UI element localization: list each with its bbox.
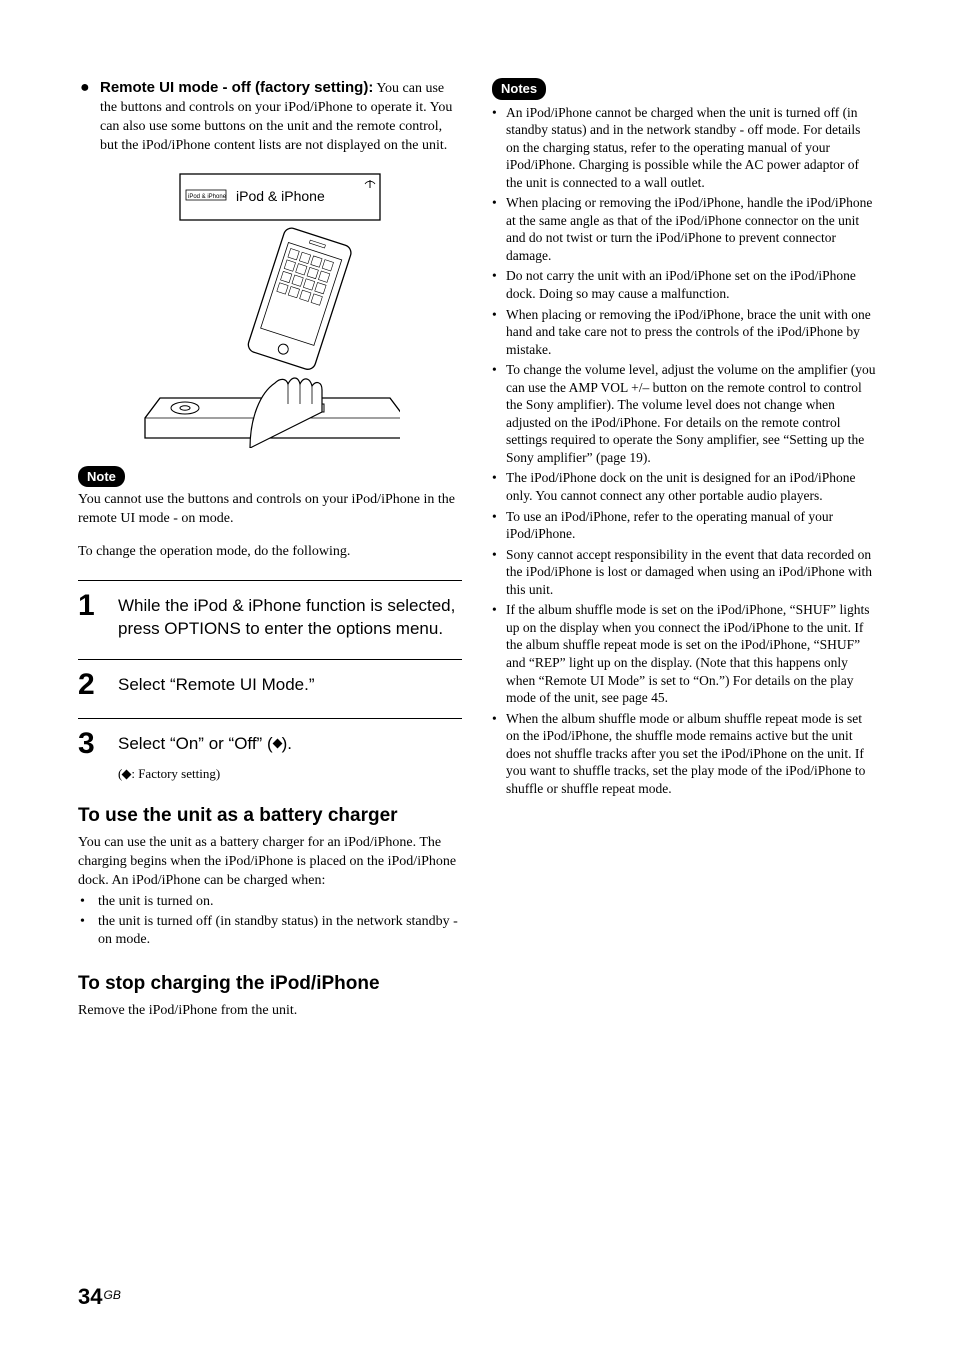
- step-divider: [78, 580, 462, 581]
- list-item: the unit is turned off (in standby statu…: [78, 913, 462, 951]
- list-item: When placing or removing the iPod/iPhone…: [492, 306, 876, 359]
- step-body: Select “On” or “Off” ().: [118, 729, 462, 756]
- page-number: 34GB: [78, 1282, 121, 1312]
- step-divider: [78, 659, 462, 660]
- note-text: You cannot use the buttons and controls …: [78, 491, 462, 529]
- stop-charging-paragraph: Remove the iPod/iPhone from the unit.: [78, 1002, 462, 1021]
- bullet-dot-icon: ●: [78, 78, 100, 156]
- notes-list: An iPod/iPhone cannot be charged when th…: [492, 104, 876, 798]
- step-3: 3 Select “On” or “Off” ().: [78, 729, 462, 759]
- list-item: When the album shuffle mode or album shu…: [492, 710, 876, 798]
- list-item: To use an iPod/iPhone, refer to the oper…: [492, 508, 876, 543]
- list-item: The iPod/iPhone dock on the unit is desi…: [492, 469, 876, 504]
- step-1: 1 While the iPod & iPhone function is se…: [78, 591, 462, 641]
- charger-bullet-list: the unit is turned on. the unit is turne…: [78, 893, 462, 951]
- step-number: 2: [78, 670, 118, 700]
- illus-small-label: iPod & iPhone: [188, 194, 227, 200]
- heading-stop-charging: To stop charging the iPod/iPhone: [78, 972, 462, 996]
- list-item: To change the volume level, adjust the v…: [492, 361, 876, 466]
- step-body: Select “Remote UI Mode.”: [118, 670, 462, 697]
- heading-battery-charger: To use the unit as a battery charger: [78, 804, 462, 828]
- notes-pill: Notes: [492, 78, 546, 100]
- step-body: While the iPod & iPhone function is sele…: [118, 591, 462, 641]
- mode-bullet: ● Remote UI mode - off (factory setting)…: [78, 78, 462, 156]
- right-column: Notes An iPod/iPhone cannot be charged w…: [492, 78, 876, 1023]
- step-number: 3: [78, 729, 118, 759]
- charger-paragraph: You can use the unit as a battery charge…: [78, 834, 462, 891]
- step-2: 2 Select “Remote UI Mode.”: [78, 670, 462, 700]
- list-item: If the album shuffle mode is set on the …: [492, 601, 876, 706]
- list-item: Do not carry the unit with an iPod/iPhon…: [492, 267, 876, 302]
- step-number: 1: [78, 591, 118, 621]
- left-column: ● Remote UI mode - off (factory setting)…: [78, 78, 462, 1023]
- illus-label: iPod & iPhone: [236, 188, 325, 204]
- list-item: When placing or removing the iPod/iPhone…: [492, 194, 876, 264]
- list-item: the unit is turned on.: [78, 893, 462, 912]
- step-subtext: (: Factory setting): [118, 765, 462, 783]
- dock-illustration: iPod & iPhone iPod & iPhone: [140, 168, 400, 448]
- list-item: Sony cannot accept responsibility in the…: [492, 546, 876, 599]
- list-item: An iPod/iPhone cannot be charged when th…: [492, 104, 876, 192]
- note-pill: Note: [78, 466, 125, 488]
- mode-heading: Remote UI mode - off (factory setting):: [100, 79, 373, 96]
- step-divider: [78, 718, 462, 719]
- after-note-text: To change the operation mode, do the fol…: [78, 543, 462, 562]
- diamond-icon: [272, 739, 282, 749]
